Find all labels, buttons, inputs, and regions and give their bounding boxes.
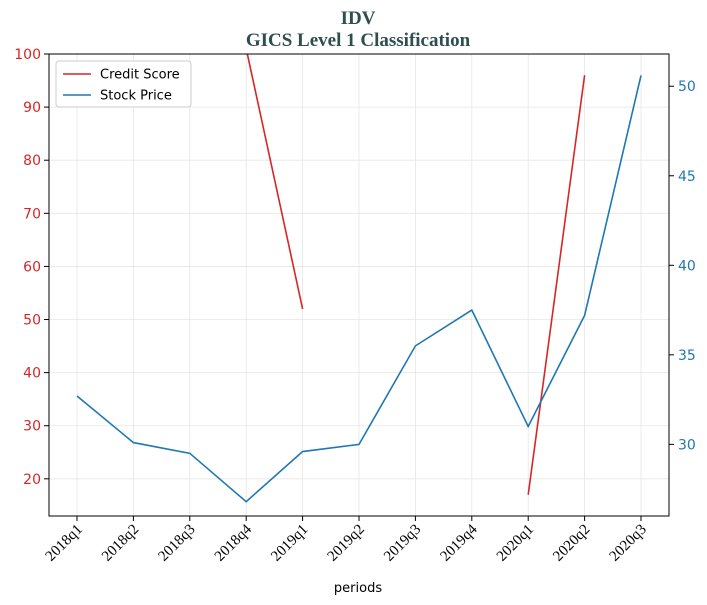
left-tick-label: 50 <box>23 313 41 329</box>
left-tick-label: 80 <box>23 153 41 169</box>
x-tick-label: 2020q2 <box>550 522 593 565</box>
right-tick-label: 35 <box>678 348 696 364</box>
x-tick-label: 2020q3 <box>607 522 650 565</box>
x-tick-label: 2019q1 <box>268 522 311 565</box>
x-tick-label: 2019q3 <box>381 522 424 565</box>
x-tick-label: 2020q1 <box>494 522 537 565</box>
x-tick-label: 2018q3 <box>155 522 198 565</box>
ticks-layer: 2018q1 2018q2 2018q3 2018q4 2019q1 2019q2 2019… <box>14 47 696 565</box>
right-tick-label: 45 <box>678 169 696 185</box>
left-tick-label: 40 <box>23 366 41 382</box>
right-tick-label: 30 <box>678 437 696 453</box>
legend-label: Stock Price <box>100 89 172 104</box>
x-axis-label: periods <box>334 581 382 596</box>
legend: Credit Score Stock Price <box>55 60 192 108</box>
x-tick-label: 2018q1 <box>43 522 86 565</box>
right-tick-label: 50 <box>678 79 696 95</box>
series-line-credit-score <box>527 75 586 495</box>
right-tick-label: 40 <box>678 258 696 274</box>
left-tick-label: 90 <box>23 100 41 116</box>
grid <box>49 53 669 516</box>
chart-subtitle: GICS Level 1 Classification <box>246 30 471 51</box>
x-tick-label: 2018q4 <box>212 521 255 564</box>
series-line-credit-score <box>246 54 304 310</box>
left-tick-label: 100 <box>14 47 41 63</box>
left-tick-label: 60 <box>23 259 41 275</box>
left-tick-label: 70 <box>23 206 41 222</box>
x-tick-label: 2019q2 <box>325 522 368 565</box>
series-layer <box>76 54 642 503</box>
left-tick-label: 30 <box>23 419 41 435</box>
left-tick-label: 20 <box>23 472 41 488</box>
x-tick-label: 2018q2 <box>99 522 142 565</box>
series-line-stock-price <box>76 75 642 503</box>
x-tick-label: 2019q4 <box>437 521 480 564</box>
legend-label: Credit Score <box>100 68 180 83</box>
chart-title: IDV <box>341 8 376 29</box>
